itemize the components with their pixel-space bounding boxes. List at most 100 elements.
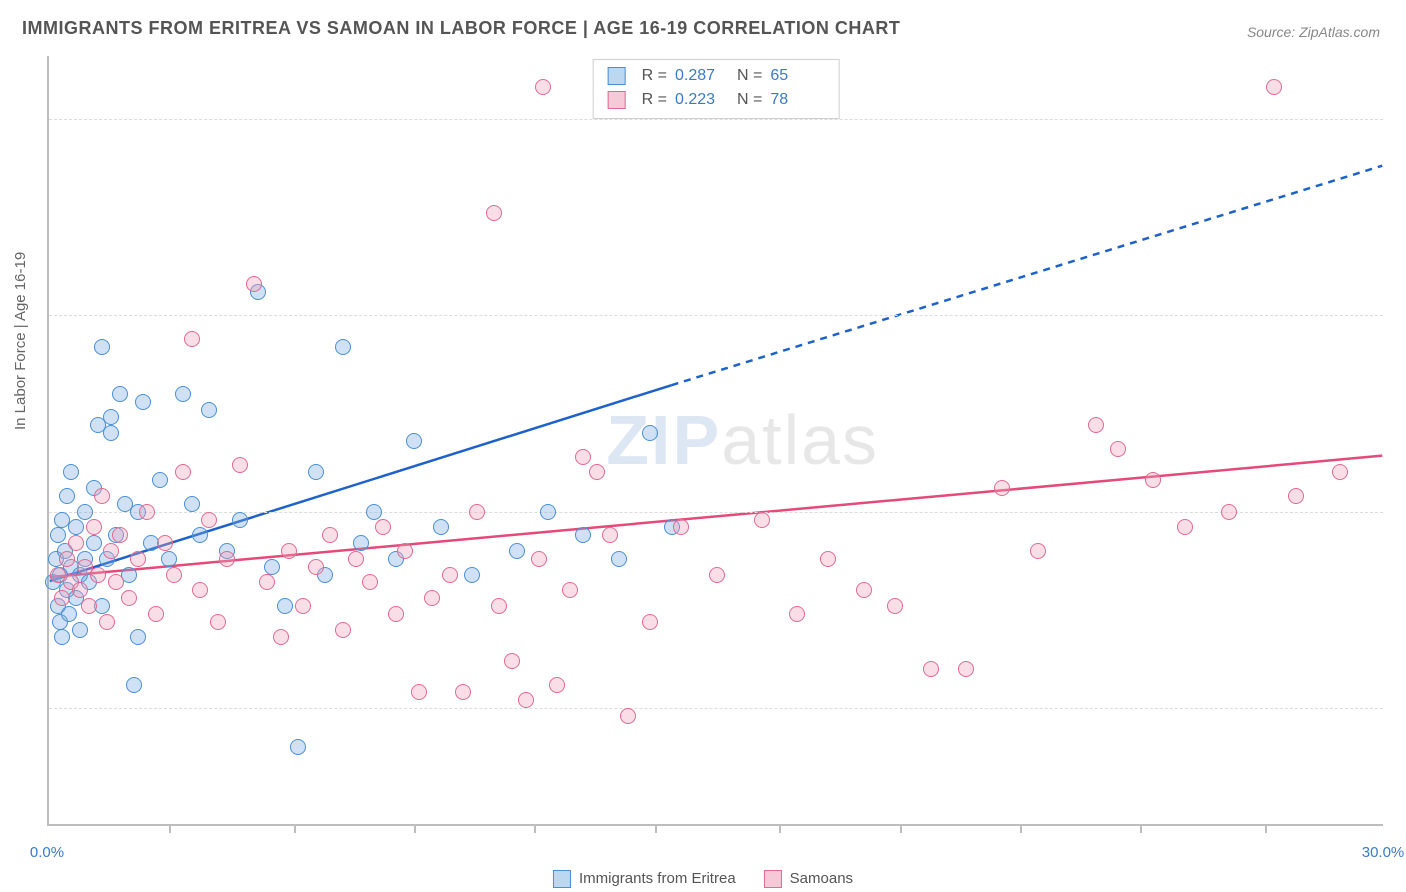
data-point xyxy=(575,527,591,543)
data-point xyxy=(103,543,119,559)
data-point xyxy=(308,559,324,575)
data-point xyxy=(103,409,119,425)
x-tick-mark xyxy=(1265,824,1267,833)
data-point xyxy=(887,598,903,614)
data-point xyxy=(491,598,507,614)
data-point xyxy=(126,677,142,693)
x-tick-mark xyxy=(169,824,171,833)
data-point xyxy=(1332,464,1348,480)
source-credit: Source: ZipAtlas.com xyxy=(1247,24,1380,40)
data-point xyxy=(353,535,369,551)
data-point xyxy=(108,574,124,590)
data-point xyxy=(518,692,534,708)
data-point xyxy=(958,661,974,677)
legend-label: Samoans xyxy=(790,870,853,887)
data-point xyxy=(442,567,458,583)
data-point xyxy=(77,504,93,520)
data-point xyxy=(72,582,88,598)
data-point xyxy=(1177,519,1193,535)
source-label: Source: xyxy=(1247,24,1299,40)
data-point xyxy=(575,449,591,465)
data-point xyxy=(562,582,578,598)
data-point xyxy=(411,684,427,700)
data-point xyxy=(54,629,70,645)
data-point xyxy=(1266,79,1282,95)
data-point xyxy=(994,480,1010,496)
data-point xyxy=(103,425,119,441)
gridline-h xyxy=(49,708,1383,709)
data-point xyxy=(789,606,805,622)
data-point xyxy=(469,504,485,520)
data-point xyxy=(112,527,128,543)
r-value: 0.287 xyxy=(675,64,729,88)
data-point xyxy=(139,504,155,520)
data-point xyxy=(362,574,378,590)
data-point xyxy=(94,488,110,504)
data-point xyxy=(290,739,306,755)
data-point xyxy=(620,708,636,724)
data-point xyxy=(175,464,191,480)
watermark-atlas: atlas xyxy=(721,401,879,479)
data-point xyxy=(642,614,658,630)
data-point xyxy=(308,464,324,480)
watermark-zip: ZIP xyxy=(606,401,721,479)
data-point xyxy=(259,574,275,590)
data-point xyxy=(130,551,146,567)
data-point xyxy=(59,488,75,504)
data-point xyxy=(246,276,262,292)
data-point xyxy=(86,535,102,551)
data-point xyxy=(642,425,658,441)
data-point xyxy=(1288,488,1304,504)
chart-plot-area: ZIPatlas R =0.287N =65R =0.223N =78 25.0… xyxy=(47,56,1383,826)
data-point xyxy=(210,614,226,630)
data-point xyxy=(192,527,208,543)
data-point xyxy=(281,543,297,559)
data-point xyxy=(923,661,939,677)
source-value: ZipAtlas.com xyxy=(1299,24,1380,40)
data-point xyxy=(201,512,217,528)
data-point xyxy=(68,535,84,551)
data-point xyxy=(531,551,547,567)
data-point xyxy=(673,519,689,535)
legend-item: Samoans xyxy=(764,870,853,888)
r-value: 0.223 xyxy=(675,88,729,112)
data-point xyxy=(61,606,77,622)
x-tick-label: 30.0% xyxy=(1362,844,1405,861)
y-axis-label: In Labor Force | Age 16-19 xyxy=(12,252,29,430)
data-point xyxy=(754,512,770,528)
x-tick-label: 0.0% xyxy=(30,844,64,861)
data-point xyxy=(86,519,102,535)
legend-stat-row: R =0.223N =78 xyxy=(608,88,825,112)
x-tick-mark xyxy=(294,824,296,833)
data-point xyxy=(433,519,449,535)
data-point xyxy=(121,590,137,606)
x-tick-mark xyxy=(414,824,416,833)
data-point xyxy=(148,606,164,622)
data-point xyxy=(611,551,627,567)
data-point xyxy=(589,464,605,480)
gridline-h xyxy=(49,315,1383,316)
data-point xyxy=(375,519,391,535)
data-point xyxy=(175,386,191,402)
data-point xyxy=(1145,472,1161,488)
x-tick-mark xyxy=(1140,824,1142,833)
data-point xyxy=(388,606,404,622)
data-point xyxy=(322,527,338,543)
data-point xyxy=(152,472,168,488)
n-value: 65 xyxy=(770,64,824,88)
data-point xyxy=(820,551,836,567)
legend-item: Immigrants from Eritrea xyxy=(553,870,736,888)
r-label: R = xyxy=(642,88,667,112)
data-point xyxy=(166,567,182,583)
y-tick-label: 75.0% xyxy=(1393,307,1406,324)
legend-stat-row: R =0.287N =65 xyxy=(608,64,825,88)
chart-title: IMMIGRANTS FROM ERITREA VS SAMOAN IN LAB… xyxy=(22,18,900,39)
data-point xyxy=(72,622,88,638)
data-point xyxy=(277,598,293,614)
x-tick-mark xyxy=(655,824,657,833)
data-point xyxy=(348,551,364,567)
data-point xyxy=(455,684,471,700)
data-point xyxy=(1110,441,1126,457)
data-point xyxy=(81,598,97,614)
r-label: R = xyxy=(642,64,667,88)
